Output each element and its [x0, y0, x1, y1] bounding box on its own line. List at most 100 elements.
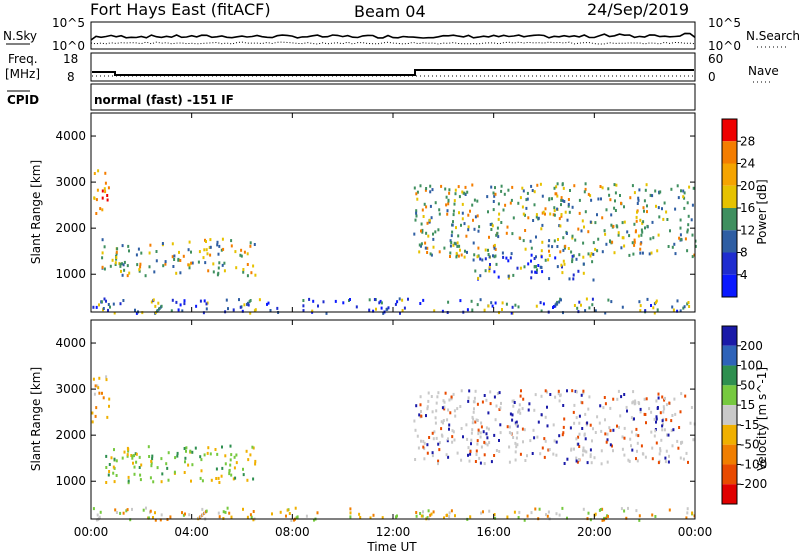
heatmap-cell [525, 206, 528, 210]
heatmap-cell [555, 302, 558, 306]
heatmap-cell [147, 445, 150, 449]
heatmap-cell [104, 190, 107, 194]
heatmap-cell [663, 407, 666, 411]
heatmap-cell [358, 512, 361, 516]
heatmap-cell [538, 507, 541, 511]
heatmap-cell [591, 303, 594, 307]
heatmap-cell [537, 264, 540, 267]
heatmap-cell [449, 239, 452, 243]
heatmap-cell [447, 300, 450, 304]
heatmap-cell [646, 297, 649, 301]
heatmap-cell [119, 264, 122, 268]
heatmap-cell [510, 198, 513, 202]
heatmap-cell [101, 265, 104, 269]
heatmap-cell [171, 298, 174, 302]
heatmap-cell [562, 404, 565, 407]
heatmap-cell [584, 437, 587, 441]
heatmap-cell [533, 203, 536, 207]
heatmap-cell [372, 513, 375, 517]
heatmap-cell [588, 306, 591, 310]
heatmap-cell [676, 299, 679, 303]
heatmap-cell [636, 210, 638, 214]
heatmap-cell [520, 389, 522, 393]
heatmap-cell [573, 403, 576, 407]
heatmap-cell [544, 212, 546, 216]
heatmap-cell [650, 410, 653, 414]
heatmap-cell [524, 459, 527, 462]
heatmap-cell [396, 514, 398, 518]
heatmap-cell [477, 428, 480, 432]
heatmap-cell [422, 298, 425, 302]
heatmap-cell [91, 420, 94, 424]
power-colorbar-title: Power [dB] [755, 179, 769, 244]
heatmap-cell [680, 189, 682, 193]
beam-title: Beam 04 [354, 2, 426, 21]
heatmap-cell [514, 458, 517, 462]
heatmap-cell [100, 300, 103, 304]
heatmap-cell [505, 302, 508, 306]
heatmap-cell [571, 236, 574, 240]
heatmap-cell [515, 420, 518, 424]
heatmap-cell [473, 396, 476, 400]
heatmap-cell [645, 421, 647, 425]
heatmap-cell [183, 299, 186, 303]
heatmap-cell [476, 303, 479, 307]
heatmap-cell [420, 244, 422, 248]
heatmap-cell [674, 207, 677, 211]
heatmap-cell [215, 477, 218, 480]
heatmap-cell [427, 391, 430, 395]
heatmap-cell [578, 432, 581, 436]
heatmap-cell [122, 511, 125, 515]
heatmap-cell [659, 190, 662, 194]
heatmap-cell [493, 243, 496, 247]
heatmap-cell [513, 510, 516, 514]
heatmap-cell [246, 252, 249, 256]
heatmap-cell [561, 506, 564, 510]
heatmap-cell [218, 481, 221, 484]
heatmap-cell [580, 393, 583, 397]
heatmap-cell [542, 210, 545, 214]
heatmap-cell [426, 221, 429, 225]
heatmap-cell [469, 452, 472, 456]
heatmap-cell [153, 270, 156, 274]
heatmap-cell [394, 302, 397, 306]
heatmap-cell [508, 425, 511, 429]
heatmap-cell [555, 440, 558, 444]
heatmap-cell [115, 257, 118, 261]
heatmap-cell [160, 457, 163, 461]
heatmap-cell [679, 410, 682, 414]
heatmap-cell [639, 218, 642, 222]
heatmap-cell [245, 449, 248, 453]
heatmap-cell [190, 261, 193, 265]
heatmap-cell [216, 452, 219, 456]
heatmap-cell [514, 450, 517, 454]
heatmap-cell [97, 386, 100, 390]
heatmap-cell [516, 443, 519, 447]
heatmap-cell [150, 464, 153, 468]
heatmap-cell [286, 508, 289, 512]
heatmap-cell [154, 304, 157, 308]
heatmap-cell [493, 513, 496, 516]
heatmap-cell [437, 391, 440, 395]
heatmap-cell [108, 404, 110, 408]
heatmap-cell [582, 391, 585, 395]
heatmap-cell [419, 395, 422, 399]
heatmap-cell [425, 231, 428, 235]
heatmap-cell [401, 298, 404, 302]
heatmap-cell [589, 194, 592, 198]
heatmap-cell [451, 440, 454, 444]
heatmap-cell [518, 510, 521, 514]
heatmap-cell [133, 454, 135, 458]
heatmap-cell [203, 248, 206, 252]
heatmap-cell [621, 305, 624, 309]
colorbar-segment [722, 484, 737, 504]
heatmap-cell [476, 439, 479, 443]
heatmap-cell [432, 232, 434, 236]
heatmap-cell [445, 195, 448, 199]
heatmap-cell [467, 213, 470, 217]
heatmap-cell [170, 309, 173, 313]
heatmap-cell [671, 245, 674, 249]
heatmap-cell [623, 453, 626, 457]
heatmap-cell [560, 298, 562, 302]
